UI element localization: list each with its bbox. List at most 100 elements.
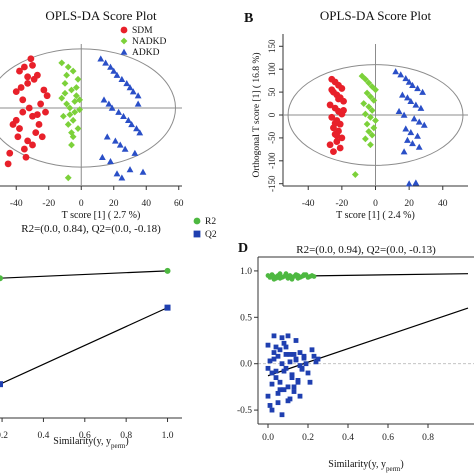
x-tick-label: -20	[336, 199, 349, 209]
data-point-nadkd	[370, 124, 378, 132]
data-point-adkd	[404, 136, 411, 143]
data-point-adkd	[420, 121, 428, 128]
data-point-q2	[287, 359, 293, 365]
data-point-r2	[283, 271, 289, 277]
panel-b: OPLS-DA Score Plot -40 -20 0 20 40 150 100 50 0 -5…	[251, 8, 468, 221]
data-point-nadkd	[66, 111, 74, 118]
data-point-adkd	[134, 100, 142, 107]
data-point-nadkd	[64, 174, 72, 182]
legend-label: R2	[205, 217, 216, 227]
data-point-r2	[0, 275, 3, 282]
x-tick-label: 0.0	[262, 433, 274, 443]
y-tick-label: 0.0	[240, 360, 252, 370]
data-point-nadkd	[74, 125, 82, 132]
data-point-q2	[271, 350, 277, 355]
data-point-adkd	[134, 92, 142, 99]
data-point-nadkd	[69, 67, 77, 75]
y-tick-label: -150	[267, 175, 277, 192]
data-point-q2	[267, 358, 273, 364]
data-point-sdm	[338, 85, 346, 92]
data-point-sdm	[38, 133, 46, 141]
data-point-adkd	[407, 97, 415, 104]
data-point-q2	[295, 379, 301, 385]
data-point-sdm	[37, 100, 45, 108]
data-point-adkd	[409, 81, 416, 88]
data-point-sdm	[330, 148, 337, 156]
data-point-adkd	[402, 74, 410, 82]
data-point-nadkd	[362, 135, 369, 143]
data-point-nadkd	[351, 171, 359, 178]
data-point-adkd	[126, 166, 134, 173]
data-point-q2	[291, 352, 297, 357]
y-tick-label: -100	[267, 152, 277, 169]
y-axis-label: Orthogonal T score [1] ( 16.8 %)	[251, 53, 262, 178]
data-point-sdm	[333, 132, 341, 140]
data-point-q2	[309, 347, 315, 353]
data-point-nadkd	[365, 103, 373, 111]
data-point-nadkd	[365, 128, 373, 135]
data-point-sdm	[340, 107, 347, 114]
data-point-q2	[281, 387, 287, 393]
data-point-q2	[275, 390, 281, 396]
data-point-q2	[297, 393, 303, 399]
chart-title: OPLS-DA Score Plot	[320, 8, 432, 23]
x-tick-label: 0	[373, 199, 378, 209]
data-point-q2	[267, 403, 273, 408]
data-point-adkd	[392, 68, 400, 75]
panel-c: R2=(0.0, 0.84), Q2=(0.0, -0.18) 0.2 0.4 0.6…	[0, 217, 217, 450]
data-point-q2	[311, 353, 317, 359]
data-point-q2	[277, 347, 283, 353]
data-point-adkd	[113, 170, 121, 177]
data-point-sdm	[17, 84, 25, 91]
data-point-q2	[299, 366, 305, 372]
legend-marker-q2	[193, 230, 201, 238]
data-point-nadkd	[372, 86, 379, 94]
legend-label: NADKD	[132, 37, 166, 47]
data-point-nadkd	[58, 94, 66, 102]
x-axis-label: T score [1] ( 2.7 %)	[62, 210, 141, 221]
data-point-nadkd	[363, 120, 371, 128]
data-point-nadkd	[66, 104, 74, 112]
data-point-q2	[291, 389, 297, 394]
x-tick-label: 0.6	[382, 433, 394, 443]
data-point-sdm	[27, 55, 35, 63]
data-point-q2	[289, 372, 295, 378]
data-point-q2	[273, 344, 279, 350]
data-point-q2	[265, 342, 271, 348]
x-tick-label: 0.6	[79, 431, 91, 441]
data-point-q2	[283, 365, 289, 371]
data-point-sdm	[12, 88, 20, 96]
data-point-nadkd	[72, 92, 80, 100]
regression-line	[0, 270, 168, 279]
x-tick-label: -20	[42, 199, 55, 209]
x-tick-label: 0	[79, 199, 84, 209]
x-tick-label: 1.0	[162, 431, 174, 441]
data-point-adkd	[410, 115, 418, 122]
data-point-sdm	[42, 108, 49, 116]
legend-marker-r2	[193, 217, 201, 225]
data-point-sdm	[25, 104, 33, 112]
data-point-nadkd	[71, 108, 79, 116]
data-point-adkd	[111, 137, 119, 144]
data-point-q2	[285, 333, 291, 339]
data-point-r2	[164, 267, 171, 274]
data-point-q2	[273, 375, 279, 381]
y-tick-label: 50	[267, 87, 277, 97]
data-point-q2	[297, 350, 303, 355]
data-point-sdm	[24, 79, 32, 87]
data-point-adkd	[126, 84, 134, 91]
data-point-q2	[293, 338, 299, 343]
data-point-nadkd	[71, 98, 79, 105]
data-point-adkd	[121, 145, 129, 152]
data-point-adkd	[419, 88, 426, 95]
data-point-nadkd	[64, 63, 72, 71]
data-point-sdm	[20, 63, 28, 71]
data-point-adkd	[412, 101, 420, 108]
legend-label: ADKD	[132, 48, 160, 58]
data-point-r2	[277, 271, 283, 277]
data-point-nadkd	[368, 107, 376, 114]
data-point-sdm	[328, 113, 336, 121]
data-point-q2	[265, 365, 271, 371]
data-point-sdm	[20, 145, 28, 153]
